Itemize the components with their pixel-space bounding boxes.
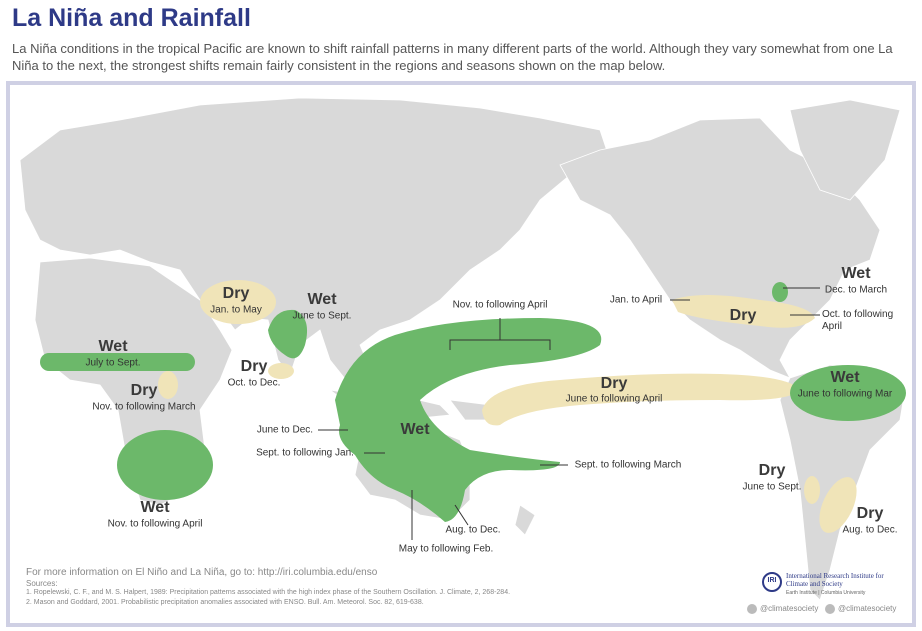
region-label: Wet [140,499,170,516]
social-handle: @climatesociety [838,604,897,613]
region-season: Aug. to Dec. [842,524,898,536]
region-season: Jan. to May [210,304,262,316]
region-season: Sept. to following March [574,459,682,471]
region-season: June to following Mar [797,388,893,400]
leader-lines [318,287,820,540]
leader [454,504,469,526]
region-label: Wet [98,338,128,355]
source: 2. Mason and Goddard, 2001. Probabilisti… [26,599,424,606]
region-season: Oct. to following April [822,309,894,332]
dry-area [804,476,820,504]
rainfall-regions [40,280,906,533]
region-label: Wet [841,265,871,282]
region-label: Dry [130,382,158,399]
region-label: Dry [222,285,250,302]
wet-area [335,318,602,522]
region-label: Dry [856,505,884,522]
region-season: May to following Feb. [398,543,494,555]
dry-area [482,373,800,426]
wet-area [790,365,906,421]
region-season: Aug. to Dec. [445,524,501,536]
region-label: Wet [400,421,430,438]
bracket [449,318,551,350]
region-season: Nov. to following March [92,401,196,413]
region-season: Nov. to following April [107,518,203,530]
dry-area [268,363,294,379]
region-season: June to following April [565,393,663,405]
region-season: Jan. to April [609,294,663,306]
more-info: For more information on El Niño and La N… [26,567,378,578]
region-label: Dry [758,462,786,479]
region-season: June to Sept. [742,481,802,493]
logo-badge: IRI [767,577,777,584]
social-icon [825,604,835,614]
wet-area [268,309,308,359]
region-season: Nov. to following April [452,299,548,311]
logo-affiliation: Earth Institute | Columbia University [786,590,866,596]
dry-area [819,477,857,533]
region-season: Oct. to Dec. [227,377,281,389]
source: 1. Ropelewski, C. F., and M. S. Halpert,… [26,589,511,596]
dry-area [672,295,815,328]
wet-area [772,282,788,302]
region-season: Dec. to March [824,284,888,296]
dry-area [200,280,276,324]
logo-badge-circle [762,572,782,592]
region-label: Dry [729,307,757,324]
social-handle: @climatesociety [760,604,819,613]
region-season: June to Sept. [292,310,352,322]
region-season: June to Dec. [256,424,314,436]
sources-heading: Sources: [26,579,58,588]
region-label: Dry [240,358,268,375]
title: La Niña and Rainfall [12,4,251,32]
dry-area [158,371,178,399]
region-label: Wet [307,291,337,308]
wet-area [40,353,195,371]
region-label: Wet [830,369,860,386]
region-label: Dry [600,375,628,392]
region-season: Sept. to following Jan. [256,447,354,459]
description: La Niña conditions in the tropical Pacif… [12,41,893,73]
region-season: July to Sept. [85,357,141,369]
logo-name: International Research Institute for Cli… [786,572,884,588]
social-icon [747,604,757,614]
wet-area [117,430,213,500]
